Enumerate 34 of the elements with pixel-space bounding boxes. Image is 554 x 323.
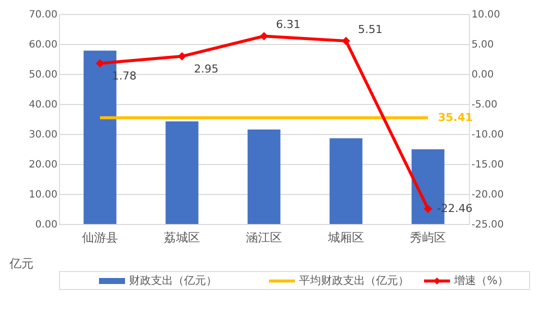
data-label: 2.95 [194,62,218,76]
legend-label: 财政支出（亿元） [129,274,217,287]
bar [248,130,280,224]
x-tick-label: 涵江区 [246,230,282,244]
legend-label: 平均财政支出（亿元） [299,274,409,287]
y-tick-label: 60.00 [28,40,58,50]
y2-tick-label: 5.00 [472,40,494,50]
y2-tick-label: 10.00 [472,10,500,20]
y-tick-label: 0.00 [35,220,58,230]
y-tick-label: 40.00 [28,100,58,110]
y-axis-title: 亿元 [8,256,34,270]
legend-label: 增速（%） [453,274,508,287]
y2-tick-label: -15.00 [472,160,504,170]
x-tick-label: 仙游县 [82,230,118,244]
y2-tick-label: -20.00 [472,190,504,200]
x-tick-label: 荔城区 [164,230,200,244]
bar [330,138,362,224]
x-tick-label: 秀屿区 [410,230,446,244]
data-label: 5.51 [358,22,382,36]
y-tick-label: 10.00 [28,190,58,200]
y2-tick-label: -10.00 [472,130,504,140]
y-tick-label: 50.00 [28,70,58,80]
y-tick-label: 30.00 [28,130,58,140]
data-label: 35.41 [438,110,473,124]
point [424,204,432,213]
y-tick-label: 70.00 [28,10,58,20]
data-label: 6.31 [276,18,300,32]
point [342,36,350,46]
y2-tick-label: -5.00 [472,100,498,110]
bar [166,121,198,224]
x-tick-label: 城厢区 [327,230,364,244]
y2-tick-label: -25.00 [472,220,504,230]
y-tick-label: 20.00 [28,160,58,170]
y2-tick-label: 0.00 [472,70,494,80]
